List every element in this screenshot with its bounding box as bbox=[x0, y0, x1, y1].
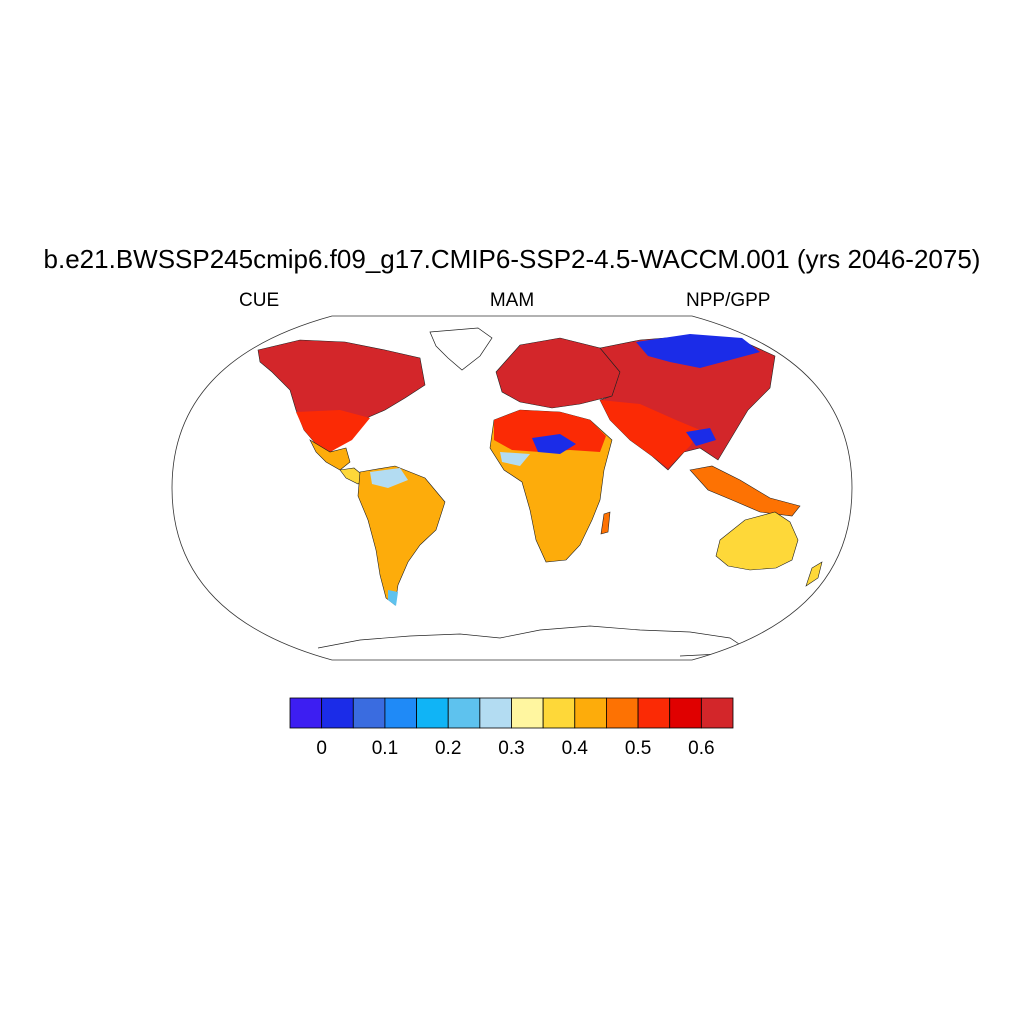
colorbar-tick-label: 0.5 bbox=[625, 738, 651, 759]
colorbar-box-10 bbox=[606, 697, 639, 729]
patagonia-blue-patch bbox=[388, 590, 398, 606]
colorbar-box-13 bbox=[700, 697, 734, 729]
colorbar-box-4 bbox=[416, 697, 449, 729]
colorbar-labels: 0 0.1 0.2 0.3 0.4 0.5 0.6 bbox=[316, 738, 714, 759]
right-subtitle: NPP/GPP bbox=[686, 290, 771, 311]
colorbar-tick-label: 0.1 bbox=[372, 738, 398, 759]
south-asia-land bbox=[600, 400, 700, 468]
sahara-blue-patch bbox=[532, 434, 576, 454]
sahel-light-patch bbox=[500, 452, 530, 466]
colorbar-box-1 bbox=[321, 697, 354, 729]
colorbar-box-8 bbox=[542, 697, 576, 729]
australia-land bbox=[715, 511, 799, 571]
north-africa-red bbox=[494, 410, 606, 452]
siberia-blue-patch bbox=[636, 334, 760, 368]
south-america-land bbox=[357, 465, 446, 606]
colorbar-box-6 bbox=[479, 697, 512, 729]
colorbar-tick-label: 0.3 bbox=[498, 738, 524, 759]
colorbar-boxes bbox=[289, 697, 734, 729]
colorbar-box-2 bbox=[352, 697, 386, 729]
madagascar-land bbox=[600, 511, 611, 535]
colorbar-tick-label: 0 bbox=[316, 738, 327, 759]
colorbar-box-9 bbox=[574, 697, 607, 729]
land-fill-layer bbox=[257, 327, 823, 657]
colorbar-tick-label: 0.6 bbox=[688, 738, 714, 759]
mexico-land bbox=[309, 439, 351, 471]
us-south-land bbox=[296, 410, 370, 452]
tibet-blue-patch bbox=[686, 428, 716, 446]
southeast-asia-land bbox=[689, 465, 801, 517]
amazon-light-patch bbox=[370, 468, 408, 488]
colorbar-box-12 bbox=[669, 697, 702, 729]
colorbar-tick-label: 0.4 bbox=[562, 738, 589, 759]
colorbar-box-0 bbox=[289, 697, 323, 729]
colorbar-tick-label: 0.2 bbox=[435, 738, 461, 759]
left-subtitle: CUE bbox=[239, 290, 280, 311]
plot-title: b.e21.BWSSP245cmip6.f09_g17.CMIP6-SSP2-4… bbox=[43, 244, 981, 274]
colorbar-box-3 bbox=[384, 697, 417, 729]
center-subtitle: MAM bbox=[489, 290, 535, 311]
colorbar-box-7 bbox=[511, 697, 544, 729]
map-boundary bbox=[171, 315, 853, 661]
colorbar-box-5 bbox=[447, 697, 481, 729]
new-zealand-land bbox=[805, 561, 823, 587]
colorbar-box-11 bbox=[637, 697, 671, 729]
greenland-outline bbox=[429, 327, 493, 371]
